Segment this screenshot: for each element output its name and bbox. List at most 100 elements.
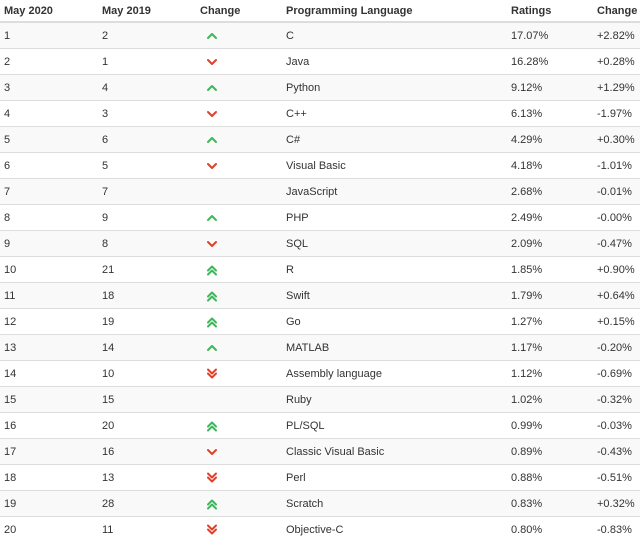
- rank-2019: 20: [98, 412, 196, 439]
- table-row: 8 9 PHP 2.49% -0.00%: [0, 204, 640, 231]
- header-may-2020[interactable]: May 2020: [0, 0, 98, 23]
- header-programming-language[interactable]: Programming Language: [282, 0, 507, 23]
- chevron-up-icon: [206, 342, 218, 354]
- table-row: 18 13 Perl 0.88% -0.51%: [0, 464, 640, 491]
- rating-value: 2.49%: [507, 204, 593, 231]
- rating-value: 2.09%: [507, 230, 593, 257]
- header-may-2019[interactable]: May 2019: [98, 0, 196, 23]
- rating-change: -0.47%: [593, 230, 640, 257]
- language-name: MATLAB: [282, 334, 507, 361]
- rank-2020: 4: [0, 100, 98, 127]
- rating-change: +0.90%: [593, 256, 640, 283]
- trend-cell: [196, 204, 282, 231]
- table-row: 15 15 Ruby 1.02% -0.32%: [0, 386, 640, 413]
- rating-value: 4.29%: [507, 126, 593, 153]
- language-name: C#: [282, 126, 507, 153]
- table-row: 9 8 SQL 2.09% -0.47%: [0, 230, 640, 257]
- header-rating-change[interactable]: Change: [593, 0, 640, 23]
- trend-cell: [196, 48, 282, 75]
- rating-change: +0.32%: [593, 490, 640, 517]
- rank-2019: 14: [98, 334, 196, 361]
- language-name: C++: [282, 100, 507, 127]
- rating-value: 1.17%: [507, 334, 593, 361]
- language-name: Classic Visual Basic: [282, 438, 507, 465]
- rank-2019: 7: [98, 178, 196, 205]
- double-chevron-down-icon: [206, 524, 218, 536]
- header-change[interactable]: Change: [196, 0, 282, 23]
- language-name: SQL: [282, 230, 507, 257]
- rating-value: 16.28%: [507, 48, 593, 75]
- chevron-down-icon: [206, 160, 218, 172]
- header-row: May 2020 May 2019 Change Programming Lan…: [0, 0, 640, 23]
- rank-2020: 16: [0, 412, 98, 439]
- chevron-down-icon: [206, 108, 218, 120]
- table-row: 13 14 MATLAB 1.17% -0.20%: [0, 334, 640, 361]
- language-name: Scratch: [282, 490, 507, 517]
- table-row: 6 5 Visual Basic 4.18% -1.01%: [0, 152, 640, 179]
- table-row: 17 16 Classic Visual Basic 0.89% -0.43%: [0, 438, 640, 465]
- rating-value: 1.79%: [507, 282, 593, 309]
- rank-2020: 5: [0, 126, 98, 153]
- trend-cell: [196, 126, 282, 153]
- language-name: Objective-C: [282, 516, 507, 542]
- double-chevron-down-icon: [206, 472, 218, 484]
- double-chevron-up-icon: [206, 498, 218, 510]
- rank-2020: 7: [0, 178, 98, 205]
- rank-2019: 9: [98, 204, 196, 231]
- rank-2019: 13: [98, 464, 196, 491]
- header-ratings[interactable]: Ratings: [507, 0, 593, 23]
- rank-2019: 5: [98, 152, 196, 179]
- rating-change: +1.29%: [593, 74, 640, 101]
- rank-2020: 11: [0, 282, 98, 309]
- table-row: 14 10 Assembly language 1.12% -0.69%: [0, 360, 640, 387]
- rank-2019: 2: [98, 21, 196, 49]
- rank-2020: 14: [0, 360, 98, 387]
- chevron-down-icon: [206, 446, 218, 458]
- double-chevron-up-icon: [206, 264, 218, 276]
- chevron-up-icon: [206, 212, 218, 224]
- rank-2020: 18: [0, 464, 98, 491]
- table-row: 3 4 Python 9.12% +1.29%: [0, 74, 640, 101]
- rank-2019: 3: [98, 100, 196, 127]
- rating-change: -0.83%: [593, 516, 640, 542]
- language-name: Python: [282, 74, 507, 101]
- rank-2020: 19: [0, 490, 98, 517]
- rank-2019: 28: [98, 490, 196, 517]
- rank-2020: 2: [0, 48, 98, 75]
- trend-cell: [196, 438, 282, 465]
- table-body: 1 2 C 17.07% +2.82% 2 1 Java 16.28% +0.28% 3 4 Pytho…: [0, 21, 640, 542]
- rank-2020: 3: [0, 74, 98, 101]
- language-name: Java: [282, 48, 507, 75]
- rank-2019: 4: [98, 74, 196, 101]
- rating-change: +0.64%: [593, 282, 640, 309]
- rating-value: 0.89%: [507, 438, 593, 465]
- rank-2019: 15: [98, 386, 196, 413]
- rank-2020: 8: [0, 204, 98, 231]
- rank-2019: 8: [98, 230, 196, 257]
- rank-2019: 19: [98, 308, 196, 335]
- trend-cell: [196, 360, 282, 387]
- rank-2019: 18: [98, 282, 196, 309]
- rating-change: -0.00%: [593, 204, 640, 231]
- chevron-up-icon: [206, 134, 218, 146]
- language-name: Visual Basic: [282, 152, 507, 179]
- rating-change: -1.01%: [593, 152, 640, 179]
- trend-cell: [196, 21, 282, 49]
- table-row: 11 18 Swift 1.79% +0.64%: [0, 282, 640, 309]
- rank-2019: 10: [98, 360, 196, 387]
- rank-2019: 6: [98, 126, 196, 153]
- trend-cell: [196, 464, 282, 491]
- table-row: 4 3 C++ 6.13% -1.97%: [0, 100, 640, 127]
- language-name: Swift: [282, 282, 507, 309]
- table-row: 2 1 Java 16.28% +0.28%: [0, 48, 640, 75]
- trend-cell: [196, 178, 282, 205]
- rating-change: +2.82%: [593, 21, 640, 49]
- language-name: JavaScript: [282, 178, 507, 205]
- table-row: 19 28 Scratch 0.83% +0.32%: [0, 490, 640, 517]
- chevron-down-icon: [206, 56, 218, 68]
- rating-value: 17.07%: [507, 21, 593, 49]
- chevron-up-icon: [206, 82, 218, 94]
- rank-2020: 10: [0, 256, 98, 283]
- trend-cell: [196, 412, 282, 439]
